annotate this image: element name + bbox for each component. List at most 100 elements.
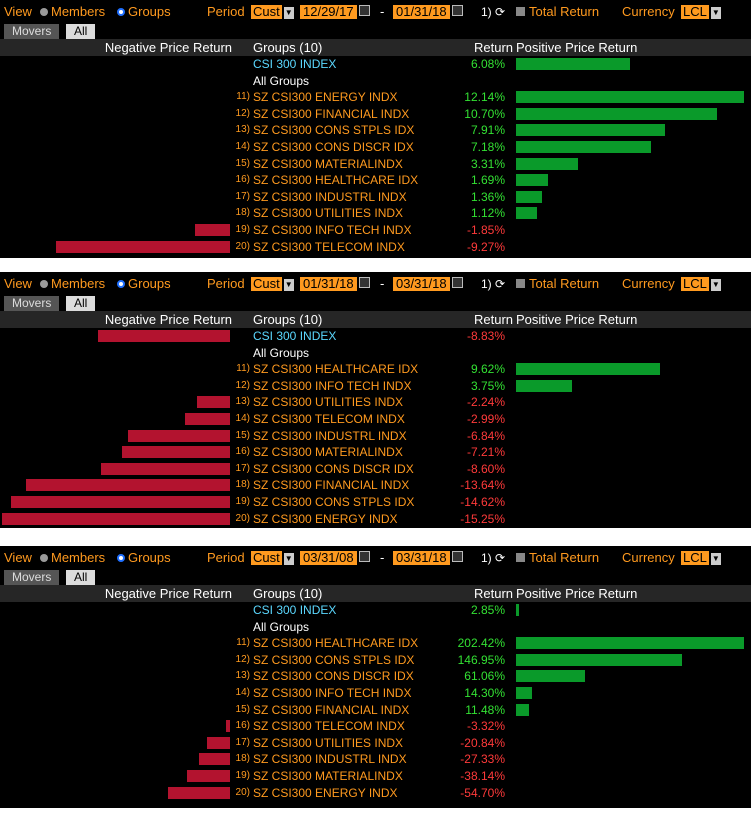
dropdown-arrow-icon[interactable]: ▼ [283, 7, 294, 19]
table-row[interactable]: 11) SZ CSI300 HEALTHCARE IDX 202.42% [0, 635, 751, 651]
group-name[interactable]: SZ CSI300 FINANCIAL INDX [253, 702, 410, 717]
all-groups-row[interactable]: All Groups [0, 345, 751, 361]
tab-all[interactable]: All [66, 24, 96, 39]
table-row[interactable]: 15) SZ CSI300 MATERIALINDX 3.31% [0, 156, 751, 172]
groups-header[interactable]: Groups (10) [253, 312, 323, 327]
total-return-checkbox[interactable]: Total Return [516, 551, 599, 565]
group-name[interactable]: SZ CSI300 HEALTHCARE IDX [253, 362, 419, 377]
positive-return-header[interactable]: Positive Price Return [516, 586, 638, 601]
table-row[interactable]: 20) SZ CSI300 ENERGY INDX -54.70% [0, 785, 751, 801]
period-type-select[interactable]: Cust ▼ [251, 551, 294, 565]
tab-movers[interactable]: Movers [4, 24, 60, 39]
table-row[interactable]: 15) SZ CSI300 FINANCIAL INDX 11.48% [0, 702, 751, 718]
negative-return-header[interactable]: Negative Price Return [104, 40, 232, 55]
tab-all[interactable]: All [66, 296, 96, 311]
groups-radio[interactable]: Groups [117, 277, 171, 291]
group-name[interactable]: All Groups [253, 73, 310, 88]
table-row[interactable]: 16) SZ CSI300 HEALTHCARE IDX 1.69% [0, 172, 751, 188]
group-name[interactable]: SZ CSI300 ENERGY INDX [253, 90, 398, 105]
members-radio[interactable]: Members [40, 277, 105, 291]
start-date-field[interactable]: 12/29/17 [300, 5, 370, 19]
table-row[interactable]: 18) SZ CSI300 FINANCIAL INDX -13.64% [0, 477, 751, 493]
table-row[interactable]: 14) SZ CSI300 TELECOM INDX -2.99% [0, 411, 751, 427]
group-name[interactable]: SZ CSI300 CONS DISCR IDX [253, 140, 414, 154]
calendar-icon[interactable] [358, 277, 370, 288]
group-name[interactable]: SZ CSI300 INDUSTRL INDX [253, 428, 407, 443]
positive-return-header[interactable]: Positive Price Return [516, 312, 638, 327]
total-return-checkbox[interactable]: Total Return [516, 5, 599, 19]
table-row[interactable]: 17) SZ CSI300 INDUSTRL INDX 1.36% [0, 189, 751, 205]
currency-select[interactable]: LCL ▼ [681, 5, 721, 19]
calendar-icon[interactable] [358, 5, 370, 16]
group-name[interactable]: SZ CSI300 HEALTHCARE IDX [253, 636, 419, 651]
group-name[interactable]: SZ CSI300 MATERIALINDX [253, 156, 403, 171]
group-name[interactable]: SZ CSI300 UTILITIES INDX [253, 735, 404, 750]
members-radio[interactable]: Members [40, 5, 105, 19]
dropdown-arrow-icon[interactable]: ▼ [710, 7, 721, 19]
group-name[interactable]: SZ CSI300 ENERGY INDX [253, 511, 398, 526]
dropdown-arrow-icon[interactable]: ▼ [710, 279, 721, 291]
groups-radio[interactable]: Groups [117, 551, 171, 565]
table-row[interactable]: 16) SZ CSI300 TELECOM INDX -3.32% [0, 718, 751, 734]
table-row[interactable]: 11) SZ CSI300 ENERGY INDX 12.14% [0, 89, 751, 105]
table-row[interactable]: 20) SZ CSI300 ENERGY INDX -15.25% [0, 511, 751, 527]
group-name[interactable]: SZ CSI300 HEALTHCARE IDX [253, 173, 419, 188]
group-name[interactable]: SZ CSI300 CONS STPLS IDX [253, 495, 415, 509]
group-name[interactable]: SZ CSI300 INDUSTRL INDX [253, 189, 407, 204]
currency-select[interactable]: LCL ▼ [681, 277, 721, 291]
calendar-icon[interactable] [451, 551, 463, 562]
group-name[interactable]: SZ CSI300 INDUSTRL INDX [253, 752, 407, 767]
group-name[interactable]: CSI 300 INDEX [253, 57, 337, 71]
negative-return-header[interactable]: Negative Price Return [104, 312, 232, 327]
dropdown-arrow-icon[interactable]: ▼ [283, 553, 294, 565]
group-name[interactable]: SZ CSI300 MATERIALINDX [253, 445, 403, 460]
group-name[interactable]: CSI 300 INDEX [253, 603, 337, 617]
index-row[interactable]: CSI 300 INDEX 2.85% [0, 602, 751, 618]
groups-radio[interactable]: Groups [117, 5, 171, 19]
group-name[interactable]: SZ CSI300 INFO TECH INDX [253, 223, 412, 237]
group-name[interactable]: SZ CSI300 TELECOM INDX [253, 719, 405, 734]
groups-header[interactable]: Groups (10) [253, 586, 323, 601]
group-name[interactable]: SZ CSI300 INFO TECH INDX [253, 378, 412, 393]
group-name[interactable]: SZ CSI300 FINANCIAL INDX [253, 106, 410, 121]
table-row[interactable]: 18) SZ CSI300 UTILITIES INDX 1.12% [0, 205, 751, 221]
group-name[interactable]: SZ CSI300 MATERIALINDX [253, 769, 403, 783]
table-row[interactable]: 13) SZ CSI300 CONS DISCR IDX 61.06% [0, 668, 751, 684]
start-date-field[interactable]: 01/31/18 [300, 277, 370, 291]
group-name[interactable]: SZ CSI300 CONS STPLS IDX [253, 652, 415, 667]
group-name[interactable]: SZ CSI300 CONS STPLS IDX [253, 123, 415, 138]
refresh-button[interactable]: 1) ⟳ [481, 277, 505, 291]
dropdown-arrow-icon[interactable]: ▼ [710, 553, 721, 565]
table-row[interactable]: 18) SZ CSI300 INDUSTRL INDX -27.33% [0, 751, 751, 767]
dropdown-arrow-icon[interactable]: ▼ [283, 279, 294, 291]
refresh-button[interactable]: 1) ⟳ [481, 5, 505, 19]
table-row[interactable]: 16) SZ CSI300 MATERIALINDX -7.21% [0, 444, 751, 460]
table-row[interactable]: 14) SZ CSI300 INFO TECH INDX 14.30% [0, 685, 751, 701]
tab-movers[interactable]: Movers [4, 296, 60, 311]
table-row[interactable]: 13) SZ CSI300 UTILITIES INDX -2.24% [0, 394, 751, 410]
group-name[interactable]: SZ CSI300 CONS DISCR IDX [253, 669, 414, 684]
table-row[interactable]: 19) SZ CSI300 CONS STPLS IDX -14.62% [0, 494, 751, 510]
group-name[interactable]: CSI 300 INDEX [253, 329, 337, 343]
table-row[interactable]: 12) SZ CSI300 FINANCIAL INDX 10.70% [0, 106, 751, 122]
table-row[interactable]: 20) SZ CSI300 TELECOM INDX -9.27% [0, 239, 751, 255]
group-name[interactable]: SZ CSI300 TELECOM INDX [253, 412, 405, 426]
positive-return-header[interactable]: Positive Price Return [516, 40, 638, 55]
table-row[interactable]: 12) SZ CSI300 CONS STPLS IDX 146.95% [0, 652, 751, 668]
currency-select[interactable]: LCL ▼ [681, 551, 721, 565]
members-radio[interactable]: Members [40, 551, 105, 565]
table-row[interactable]: 19) SZ CSI300 MATERIALINDX -38.14% [0, 768, 751, 784]
period-type-select[interactable]: Cust ▼ [251, 5, 294, 19]
calendar-icon[interactable] [358, 551, 370, 562]
negative-return-header[interactable]: Negative Price Return [104, 586, 232, 601]
period-type-select[interactable]: Cust ▼ [251, 277, 294, 291]
return-header[interactable]: Return [474, 40, 514, 55]
return-header[interactable]: Return [474, 586, 514, 601]
group-name[interactable]: SZ CSI300 UTILITIES INDX [253, 206, 404, 221]
groups-header[interactable]: Groups (10) [253, 40, 323, 55]
table-row[interactable]: 17) SZ CSI300 UTILITIES INDX -20.84% [0, 735, 751, 751]
index-row[interactable]: CSI 300 INDEX 6.08% [0, 56, 751, 72]
group-name[interactable]: SZ CSI300 CONS DISCR IDX [253, 461, 414, 476]
group-name[interactable]: SZ CSI300 ENERGY INDX [253, 785, 398, 800]
group-name[interactable]: SZ CSI300 INFO TECH INDX [253, 686, 412, 700]
